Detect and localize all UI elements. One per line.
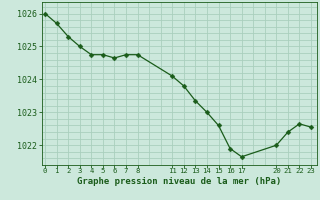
- X-axis label: Graphe pression niveau de la mer (hPa): Graphe pression niveau de la mer (hPa): [77, 177, 281, 186]
